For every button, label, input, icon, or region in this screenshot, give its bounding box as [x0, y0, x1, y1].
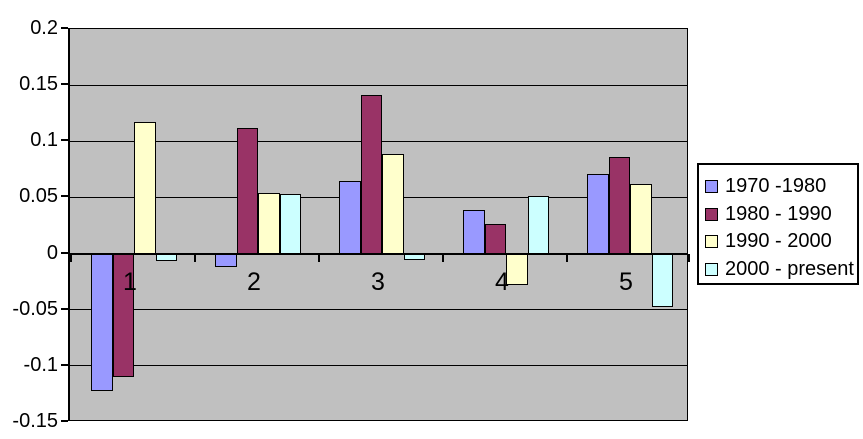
- y-axis-tick: [61, 139, 68, 142]
- y-axis-tick: [61, 420, 68, 422]
- bar-s3-c1: [134, 122, 156, 254]
- legend-swatch: [705, 207, 718, 221]
- y-tick-label: 0.05: [19, 185, 58, 208]
- x-category-label: 5: [619, 267, 633, 296]
- x-axis-tick: [442, 253, 444, 262]
- gridline: [70, 309, 687, 311]
- legend-item: 2000 - present: [705, 256, 857, 284]
- x-axis-tick: [688, 253, 690, 262]
- bar-s1-c2: [215, 253, 237, 268]
- legend-item: 1970 -1980: [705, 173, 857, 201]
- bar-s2-c2: [236, 127, 259, 254]
- gridline: [70, 84, 687, 86]
- y-tick-label: 0.1: [30, 129, 58, 152]
- bar-s4-c3: [403, 253, 426, 261]
- y-tick-label: 0.2: [30, 17, 58, 39]
- bar-s2-c5: [608, 157, 631, 254]
- y-tick-label: 0.15: [19, 73, 58, 96]
- bar-s4-c4: [527, 196, 550, 254]
- x-axis-tick: [318, 253, 320, 262]
- y-axis-tick: [61, 195, 68, 198]
- legend-label: 2000 - present: [725, 257, 854, 280]
- bar-s3-c2: [258, 192, 280, 254]
- x-category-label: 1: [123, 267, 137, 296]
- legend-swatch: [705, 262, 718, 276]
- y-tick-label: -0.05: [12, 297, 58, 320]
- bar-s1-c4: [463, 209, 485, 254]
- bar-s2-c3: [360, 95, 383, 254]
- legend-item: 1980 - 1990: [705, 201, 857, 229]
- bar-s1-c3: [339, 180, 361, 254]
- x-axis-tick: [194, 253, 196, 262]
- bar-s2-c4: [484, 224, 507, 254]
- bar-s4-c2: [279, 194, 302, 254]
- legend-swatch: [705, 235, 718, 249]
- y-axis-tick: [61, 27, 68, 29]
- y-axis-tick: [61, 83, 68, 86]
- legend-swatch: [705, 180, 718, 194]
- legend: 1970 -1980 1980 - 1990 1990 - 2000 2000 - p…: [697, 163, 859, 285]
- y-axis-tick: [61, 251, 68, 254]
- y-tick-label: -0.1: [23, 353, 58, 376]
- y-tick-label: -0.15: [12, 410, 58, 432]
- gridline: [70, 365, 687, 367]
- x-axis-tick: [70, 253, 72, 262]
- legend-label: 1990 - 2000: [725, 230, 832, 253]
- x-axis-tick: [566, 253, 568, 262]
- plot-area: [68, 28, 690, 421]
- bar-s1-c5: [587, 173, 609, 254]
- zero-axis-line: [70, 252, 687, 255]
- y-axis-tick: [61, 307, 68, 310]
- bar-s3-c3: [382, 153, 404, 254]
- y-axis-tick: [61, 363, 68, 366]
- bar-s4-c1: [155, 253, 178, 262]
- x-category-label: 2: [247, 267, 261, 296]
- y-tick-label: 0: [46, 241, 58, 264]
- legend-label: 1970 -1980: [725, 175, 827, 198]
- bar-s3-c5: [630, 183, 652, 254]
- legend-item: 1990 - 2000: [705, 228, 857, 256]
- x-category-label: 3: [371, 267, 385, 296]
- legend-label: 1980 - 1990: [725, 202, 832, 225]
- x-category-label: 4: [495, 267, 509, 296]
